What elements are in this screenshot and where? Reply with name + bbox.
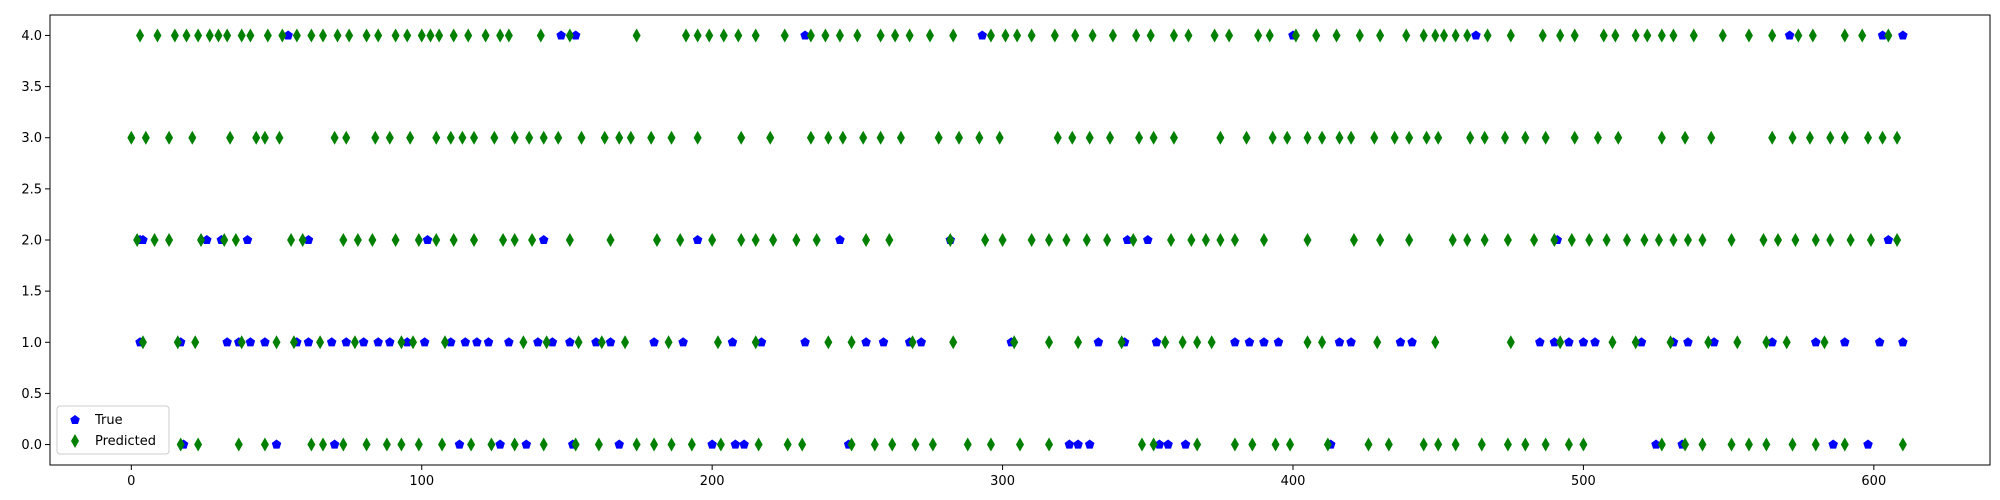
legend-predicted-label: Predicted: [95, 434, 156, 449]
x-tick-label: 500: [1571, 474, 1596, 489]
x-tick-label: 400: [1281, 474, 1306, 489]
y-tick-label: 4.0: [21, 29, 42, 44]
y-tick-label: 1.0: [21, 336, 42, 351]
y-tick-label: 0.5: [21, 387, 42, 402]
x-tick-label: 600: [1861, 474, 1886, 489]
x-tick-label: 0: [127, 474, 135, 489]
legend: True Predicted: [56, 405, 170, 455]
x-tick-label: 100: [409, 474, 434, 489]
y-axis: 0.0 0.5 1.0 1.5 2.0 2.5 3.0 3.5 4.0: [21, 29, 50, 453]
x-tick-label: 300: [990, 474, 1015, 489]
y-tick-label: 2.5: [21, 182, 42, 197]
x-axis: 0 100 200 300 400 500 600: [127, 465, 1886, 489]
y-tick-label: 3.0: [21, 131, 42, 146]
y-tick-label: 1.5: [21, 285, 42, 300]
x-tick-label: 200: [700, 474, 725, 489]
y-tick-label: 3.5: [21, 80, 42, 95]
legend-box: [56, 405, 170, 455]
y-tick-label: 0.0: [21, 438, 42, 453]
y-tick-label: 2.0: [21, 234, 42, 249]
legend-true-label: True: [94, 413, 123, 428]
